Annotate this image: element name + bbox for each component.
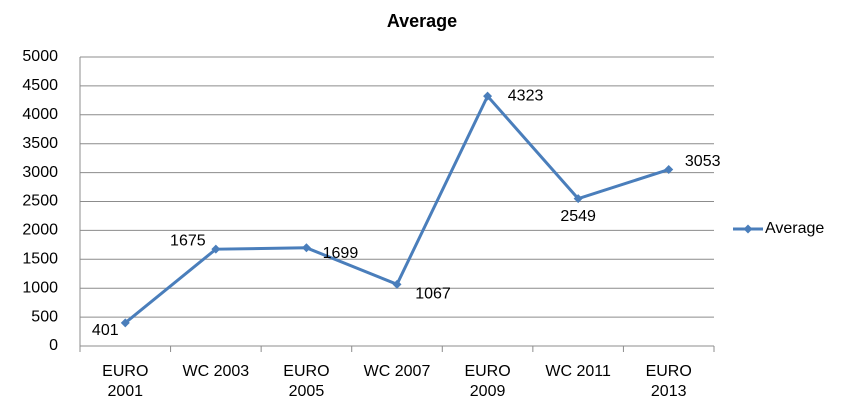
data-label: 1067	[415, 286, 451, 303]
y-tick-label: 1000	[22, 279, 58, 296]
data-label: 4323	[508, 87, 544, 104]
y-tick-label: 500	[31, 308, 58, 325]
data-label: 2549	[560, 208, 596, 225]
marker	[483, 91, 493, 101]
legend-marker	[743, 224, 753, 234]
x-tick-label: WC 2003	[182, 363, 250, 380]
y-tick-label: 2500	[22, 193, 58, 210]
x-tick-label: EURO 2005	[283, 363, 330, 400]
data-label: 1675	[170, 232, 206, 249]
marker	[573, 194, 583, 204]
marker	[664, 165, 674, 175]
x-tick-label: WC 2007	[363, 363, 431, 380]
y-tick-label: 2000	[22, 222, 58, 239]
y-tick-label: 0	[49, 337, 58, 354]
chart-title: Average	[387, 11, 457, 31]
x-tick-label: EURO 2013	[645, 363, 692, 400]
data-label: 1699	[323, 245, 359, 262]
data-label: 3053	[685, 153, 721, 170]
y-tick-label: 3500	[22, 135, 58, 152]
y-tick-label: 4000	[22, 106, 58, 123]
y-tick-label: 5000	[22, 48, 58, 65]
marker	[392, 279, 402, 289]
y-tick-label: 1500	[22, 251, 58, 268]
marker	[120, 318, 130, 328]
marker	[211, 244, 221, 254]
x-tick-label: EURO 2009	[464, 363, 511, 400]
y-tick-label: 4500	[22, 77, 58, 94]
x-tick-label: EURO 2001	[102, 363, 149, 400]
data-label: 401	[92, 322, 119, 339]
marker	[301, 243, 311, 253]
y-tick-label: 3000	[22, 164, 58, 181]
legend-label: Average	[765, 220, 824, 237]
x-tick-label: WC 2011	[545, 363, 611, 380]
